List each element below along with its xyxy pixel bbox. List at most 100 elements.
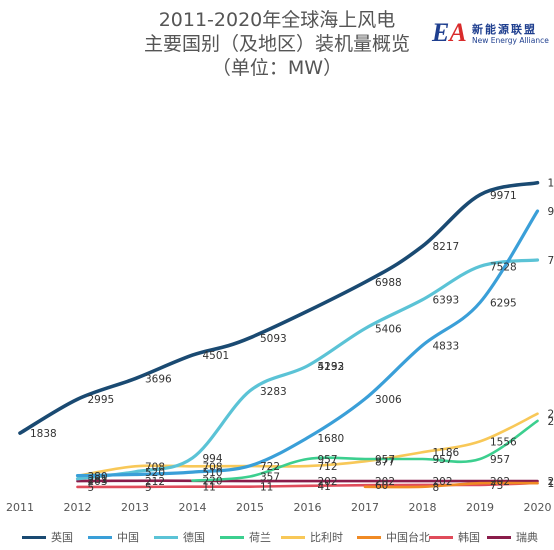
data-labels: 1838 2995 3696 4501 5093 5293 6988 8217 9971 1038… [30, 178, 554, 494]
data-label: 8 [433, 482, 440, 494]
brand-logo: EA 新能源联盟 New Energy Alliance [432, 20, 550, 50]
legend-swatch [220, 536, 244, 539]
data-label: 994 [203, 453, 223, 465]
legend-label: 比利时 [310, 531, 343, 544]
data-label: 4501 [203, 350, 230, 362]
data-label: 510 [203, 467, 223, 479]
data-label: 4833 [433, 340, 460, 352]
data-label: 10383 [548, 178, 554, 190]
legend-label: 荷兰 [249, 531, 271, 544]
data-label: 8217 [433, 241, 460, 253]
series-line-英国 [18, 180, 540, 435]
data-label: 136 [548, 478, 554, 490]
legend-label: 德国 [183, 531, 205, 544]
legend-label: 中国 [117, 531, 139, 544]
brand-logo-english-name: New Energy Alliance [472, 36, 549, 45]
chart-legend: 英国 中国 德国 荷兰 比利时 中国台北 韩国 瑞典 [22, 528, 554, 546]
data-label: 2254 [548, 416, 554, 428]
series-line-比利时 [76, 412, 539, 478]
legend-label: 韩国 [458, 531, 480, 544]
data-label: 203 [88, 476, 108, 488]
data-label: 708 [203, 461, 223, 473]
data-label: 1680 [318, 433, 345, 445]
data-label: 4132 [318, 361, 345, 373]
data-label: 380 [88, 471, 108, 483]
data-label: 212 [145, 476, 165, 488]
x-tick-label: 2012 [64, 501, 92, 514]
data-label: 5093 [260, 333, 287, 345]
legend-label: 中国台北 [386, 531, 430, 544]
series-line-中国 [75, 209, 540, 478]
data-label: 41 [318, 481, 331, 493]
x-tick-label: 2013 [121, 501, 149, 514]
data-label: 5 [88, 482, 95, 494]
data-label: 7528 [490, 261, 517, 273]
x-tick-label: 2016 [294, 501, 322, 514]
data-label: 1556 [490, 436, 517, 448]
chart-title-line-2: 主要国别（及地区）装机量概览 [143, 33, 410, 55]
legend-swatch [429, 536, 453, 539]
data-label: 5 [145, 482, 152, 494]
brand-logo-chinese-name: 新能源联盟 [472, 23, 537, 36]
series-line-中国台北 [363, 481, 539, 489]
data-label: 281 [88, 474, 108, 486]
x-tick-label: 2018 [409, 501, 437, 514]
series-lines [18, 180, 540, 489]
data-label: 957 [433, 454, 453, 466]
legend-swatch [154, 536, 178, 539]
x-tick-label: 2011 [6, 501, 34, 514]
data-label: 202 [318, 476, 338, 488]
data-label: 6988 [375, 277, 402, 289]
legend-swatch [281, 536, 305, 539]
data-label: 357 [260, 472, 280, 484]
x-axis-tick-labels: 2011 2012 2013 2014 2015 2016 2017 2018 2019 2020 [6, 501, 552, 514]
data-label: 203 [548, 476, 554, 488]
legend-swatch [357, 536, 381, 539]
data-label: 708 [145, 461, 165, 473]
data-label: 7747 [548, 255, 554, 267]
data-label: 712 [318, 461, 338, 473]
chart-title-line-1: 2011-2020年全球海上风电 [158, 9, 396, 31]
data-label: 11 [260, 482, 273, 494]
data-label: 3696 [145, 374, 172, 386]
data-label: 9971 [490, 190, 517, 202]
data-label: 3006 [375, 394, 402, 406]
brand-logo-mark-a: A [449, 18, 467, 47]
data-label: 11 [203, 482, 216, 494]
data-label: 520 [145, 467, 165, 479]
data-label: 957 [375, 454, 395, 466]
data-label: 9418 [548, 206, 554, 218]
x-tick-label: 2020 [524, 501, 552, 514]
legend-swatch [22, 536, 46, 539]
data-label: 1838 [30, 428, 57, 440]
x-tick-label: 2015 [236, 501, 264, 514]
legend-swatch [487, 536, 511, 539]
legend-swatch [88, 536, 112, 539]
brand-logo-mark: EA [432, 20, 467, 46]
data-label: 2500 [548, 409, 554, 421]
data-label: 128 [548, 478, 554, 490]
chart-title-line-3: （单位：MW） [211, 57, 343, 79]
data-label: 60 [375, 480, 388, 492]
data-label: 2995 [88, 394, 115, 406]
series-line-荷兰 [191, 419, 539, 482]
data-label: 877 [375, 456, 395, 468]
data-label: 6295 [490, 298, 517, 310]
data-label: 957 [490, 454, 510, 466]
data-label: 957 [318, 454, 338, 466]
data-label: 5293 [318, 361, 345, 373]
data-label: 202 [490, 476, 510, 488]
brand-logo-mark-e: E [432, 18, 450, 47]
data-label: 5406 [375, 324, 402, 336]
data-label: 3283 [260, 386, 287, 398]
data-label: 202 [433, 476, 453, 488]
x-tick-label: 2019 [466, 501, 494, 514]
data-label: 202 [375, 476, 395, 488]
series-line-德国 [75, 258, 540, 481]
data-label: 220 [203, 476, 223, 488]
data-label: 73 [490, 480, 503, 492]
legend-label: 英国 [51, 531, 73, 544]
line-chart: 1838 2995 3696 4501 5093 5293 6988 8217 9971 1038… [6, 178, 554, 514]
data-label: 6393 [433, 295, 460, 307]
data-label: 722 [260, 461, 280, 473]
